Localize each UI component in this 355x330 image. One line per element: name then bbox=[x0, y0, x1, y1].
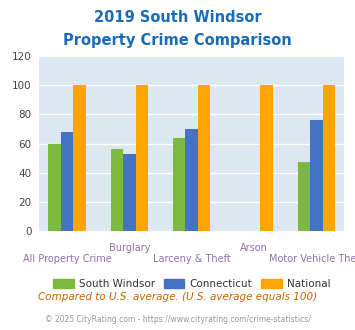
Bar bbox=[136, 85, 148, 231]
Text: Arson: Arson bbox=[240, 243, 268, 253]
Bar bbox=[123, 154, 136, 231]
Text: © 2025 CityRating.com - https://www.cityrating.com/crime-statistics/: © 2025 CityRating.com - https://www.city… bbox=[45, 315, 310, 324]
Bar bbox=[198, 85, 211, 231]
Text: All Property Crime: All Property Crime bbox=[23, 254, 111, 264]
Bar bbox=[111, 149, 123, 231]
Text: 2019 South Windsor: 2019 South Windsor bbox=[94, 10, 261, 25]
Text: Motor Vehicle Theft: Motor Vehicle Theft bbox=[269, 254, 355, 264]
Bar bbox=[297, 162, 310, 231]
Legend: South Windsor, Connecticut, National: South Windsor, Connecticut, National bbox=[49, 275, 334, 293]
Bar bbox=[323, 85, 335, 231]
Bar bbox=[260, 85, 273, 231]
Text: Larceny & Theft: Larceny & Theft bbox=[153, 254, 231, 264]
Bar bbox=[61, 132, 73, 231]
Text: Burglary: Burglary bbox=[109, 243, 150, 253]
Bar bbox=[48, 144, 61, 231]
Bar bbox=[185, 129, 198, 231]
Text: Compared to U.S. average. (U.S. average equals 100): Compared to U.S. average. (U.S. average … bbox=[38, 292, 317, 302]
Bar bbox=[73, 85, 86, 231]
Bar bbox=[310, 120, 323, 231]
Bar bbox=[173, 138, 185, 231]
Text: Property Crime Comparison: Property Crime Comparison bbox=[63, 33, 292, 48]
